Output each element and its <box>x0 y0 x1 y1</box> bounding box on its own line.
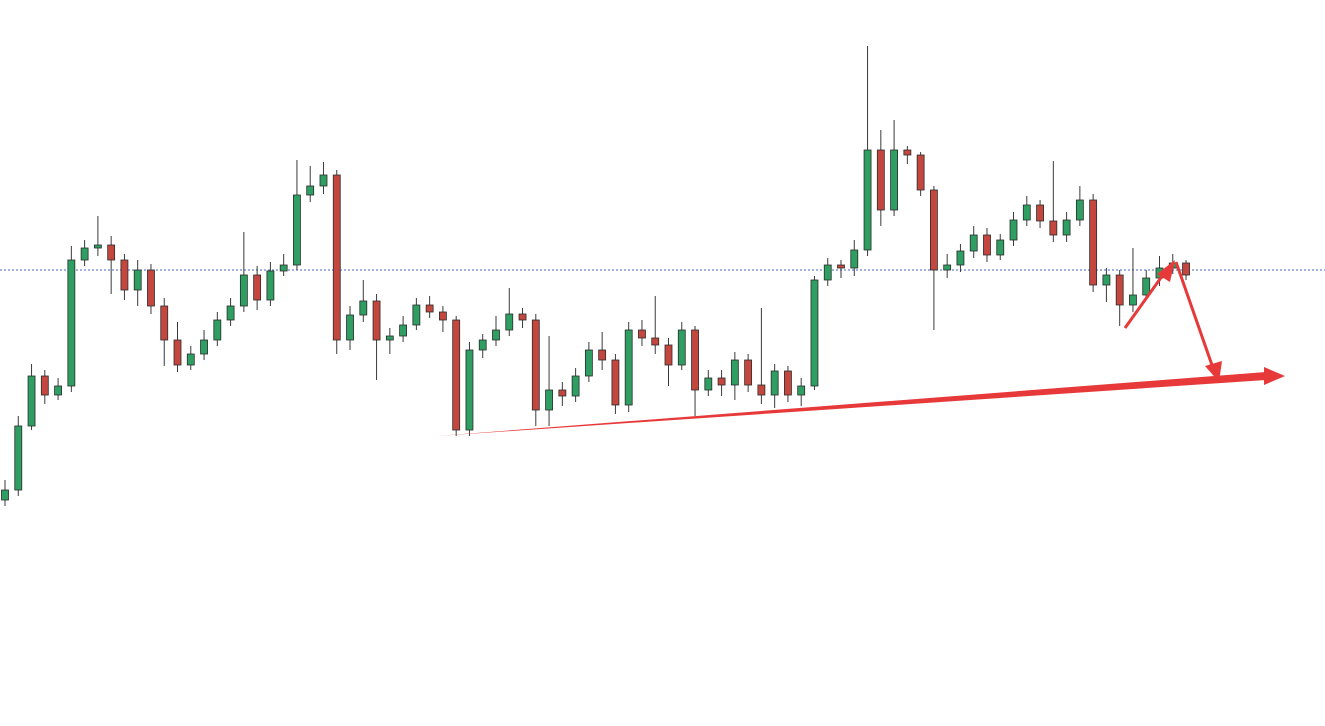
candle-body <box>359 300 368 316</box>
candle-body <box>266 270 275 301</box>
candle-body <box>956 250 965 266</box>
candle-body <box>545 389 553 411</box>
candle-body <box>651 337 660 346</box>
candle-body <box>93 244 102 249</box>
candle-body <box>916 154 925 191</box>
candle-body <box>983 234 991 256</box>
candle-body <box>558 389 567 397</box>
arrow-head <box>1157 260 1175 282</box>
candle-body <box>611 359 620 406</box>
candle-body <box>1009 219 1018 241</box>
candle-body <box>1062 219 1071 236</box>
candle-body <box>173 339 182 366</box>
candle-body <box>27 375 36 427</box>
candle-body <box>40 375 49 396</box>
candle-body <box>664 344 673 366</box>
candle-body <box>1102 274 1111 286</box>
candle-body <box>385 335 394 341</box>
candle-body <box>823 264 832 281</box>
candle-body <box>492 329 500 341</box>
candle-body <box>1049 220 1058 236</box>
candle-body <box>943 264 952 271</box>
candle-body <box>478 339 487 351</box>
candle-body <box>717 377 726 386</box>
candle-body <box>465 349 474 431</box>
candle-body <box>850 249 859 269</box>
candle-body <box>730 359 739 386</box>
candle-body <box>332 174 341 341</box>
candle-body <box>399 324 408 337</box>
candle-body <box>319 174 328 187</box>
candle-body <box>1115 274 1124 306</box>
candle-body <box>372 300 381 341</box>
candle-body <box>147 269 155 307</box>
candle-body <box>14 425 23 491</box>
candle-body <box>584 349 593 377</box>
candle-body <box>784 370 792 396</box>
candle-body <box>770 370 779 396</box>
candle-body <box>1 489 9 501</box>
candle-body <box>505 313 514 331</box>
candle-body <box>757 384 766 396</box>
trend-line <box>437 372 1266 436</box>
candle-body <box>810 279 819 387</box>
candle-body <box>638 329 646 339</box>
candle-body <box>996 239 1005 256</box>
candle-body <box>1022 204 1031 221</box>
candle-body <box>54 385 62 396</box>
candle-body <box>969 234 978 252</box>
arrow-down <box>1174 261 1215 369</box>
candle-body <box>863 149 872 251</box>
candle-body <box>346 314 354 341</box>
candle-body <box>518 313 527 321</box>
candle-body <box>80 247 89 261</box>
candle-body <box>186 353 195 366</box>
candle-body <box>1089 199 1098 286</box>
candle-body <box>890 149 898 211</box>
candle-body <box>1036 204 1044 222</box>
candle-body <box>439 311 447 321</box>
candle-body <box>306 185 315 196</box>
candle-body <box>876 149 885 211</box>
candle-body <box>67 259 76 387</box>
candle-body <box>930 189 938 271</box>
candle-body <box>213 319 222 341</box>
candle-body <box>107 244 116 261</box>
candle-body <box>425 304 434 313</box>
candle-body <box>598 349 607 361</box>
candle-body <box>744 359 753 386</box>
candle-body <box>133 269 142 291</box>
candle-body <box>531 319 540 411</box>
arrow-up <box>1123 271 1167 329</box>
candle-body <box>452 319 461 431</box>
candle-body <box>1075 199 1084 221</box>
candle-body <box>1182 262 1190 276</box>
candle-body <box>1129 294 1137 306</box>
candle-body <box>704 377 713 391</box>
candle-body <box>677 329 686 366</box>
arrow-head <box>1264 367 1285 385</box>
candle-body <box>239 274 248 307</box>
candle-body <box>691 329 699 391</box>
candle-body <box>120 259 129 291</box>
candle-body <box>200 339 208 355</box>
candle-body <box>160 305 169 341</box>
plot-area <box>0 46 1325 506</box>
candle-body <box>226 305 235 321</box>
candle-body <box>293 194 301 266</box>
arrow-head <box>1205 361 1222 382</box>
annotations <box>437 260 1285 436</box>
candle-body <box>253 274 262 301</box>
candle-body <box>279 264 288 272</box>
candle-body <box>412 304 421 326</box>
candle-body <box>1142 277 1151 296</box>
candle-body <box>903 149 912 156</box>
candle-body <box>624 329 633 406</box>
candle-body <box>837 264 845 269</box>
candle-body <box>571 375 580 397</box>
candle-body <box>797 385 806 396</box>
